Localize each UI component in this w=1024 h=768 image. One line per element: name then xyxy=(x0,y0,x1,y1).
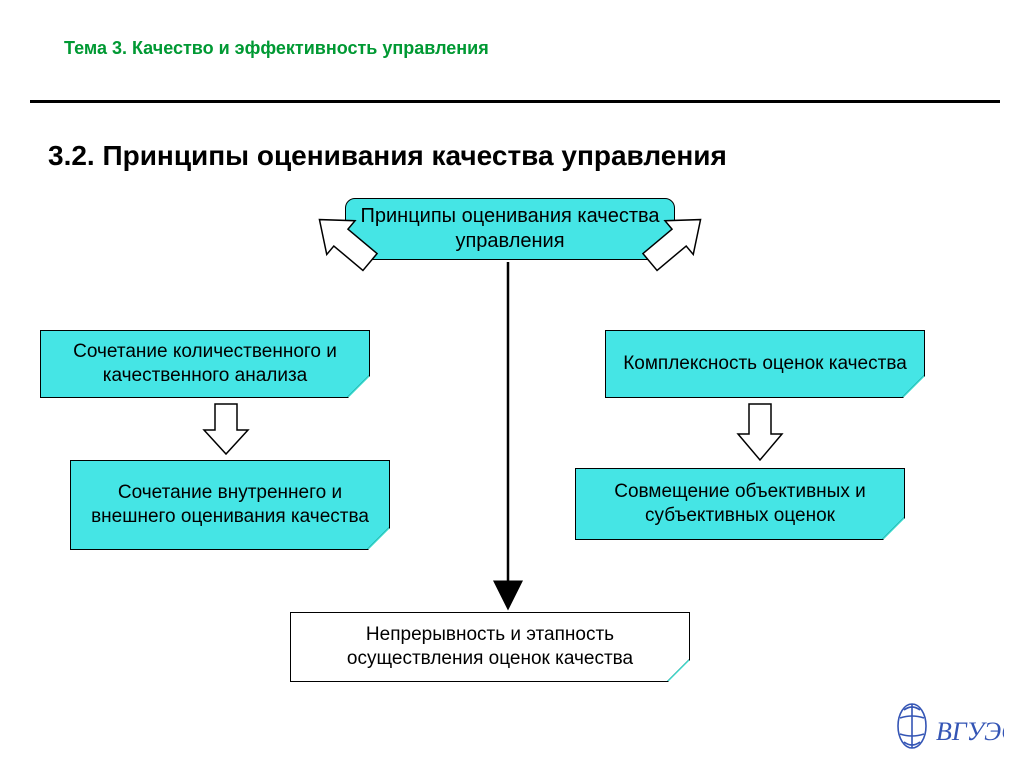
logo-text: ВГУЭС xyxy=(936,717,1004,746)
arrow-to-right2 xyxy=(738,404,782,460)
arrow-to-left1 xyxy=(305,203,384,279)
logo: ВГУЭС xyxy=(884,696,1004,756)
arrow-to-left2 xyxy=(204,404,248,454)
arrows-layer xyxy=(0,0,1024,768)
arrow-to-right1 xyxy=(636,203,715,279)
